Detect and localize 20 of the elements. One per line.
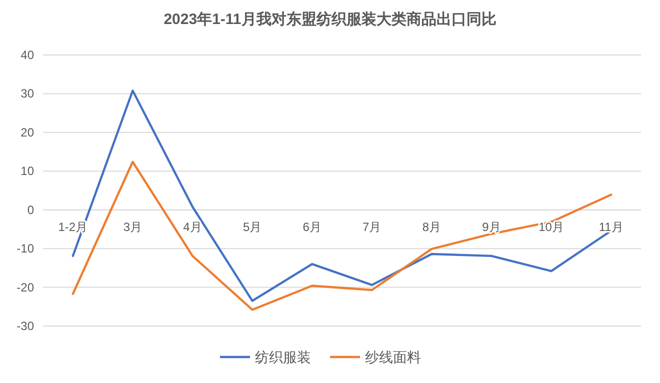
y-tick-label: 10 [20, 164, 34, 178]
x-tick-label: 6月 [302, 220, 322, 234]
y-tick-label: 30 [20, 86, 34, 101]
x-tick-label: 9月 [482, 220, 501, 234]
y-tick-label: -30 [16, 319, 34, 333]
y-tick-label: 0 [27, 202, 34, 217]
legend-label: 纱线面料 [365, 349, 421, 365]
chart-title: 2023年1-11月我对东盟纺织服装大类商品出口同比 [164, 10, 496, 28]
y-tick-label: 40 [20, 48, 34, 62]
legend-label: 纺织服装 [255, 349, 311, 365]
x-tick-label: 7月 [362, 220, 382, 234]
x-tick-label: 5月 [242, 220, 262, 234]
x-tick-label: 8月 [422, 220, 442, 234]
x-tick-label: 3月 [123, 220, 142, 234]
y-tick-label: -20 [16, 280, 34, 294]
y-tick-label: 20 [20, 125, 34, 140]
x-tick-label: 11月 [598, 220, 624, 234]
x-tick-label: 10月 [538, 220, 564, 234]
y-tick-label: -10 [16, 242, 34, 256]
x-tick-label: 4月 [183, 220, 202, 234]
